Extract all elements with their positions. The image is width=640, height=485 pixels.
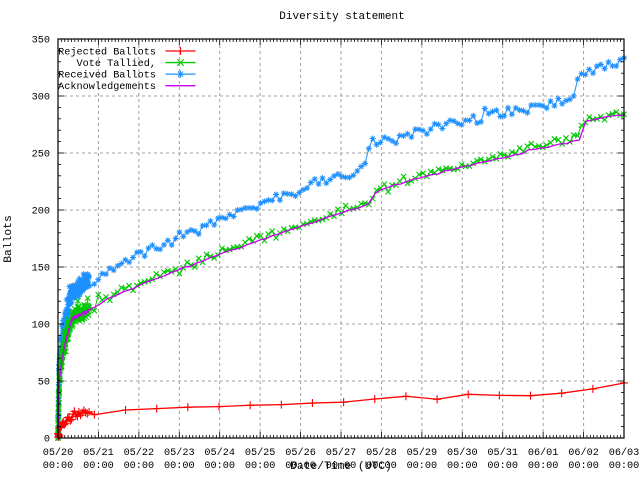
svg-text:00:00: 00:00	[487, 461, 518, 472]
svg-text:Received Ballots: Received Ballots	[58, 69, 156, 81]
svg-text:Date/Time (UTC): Date/Time (UTC)	[290, 461, 392, 473]
svg-text:350: 350	[32, 35, 50, 46]
svg-text:05/20: 05/20	[43, 447, 74, 459]
svg-text:05/21: 05/21	[83, 447, 114, 459]
svg-text:05/23: 05/23	[164, 447, 195, 459]
svg-text:00:00: 00:00	[568, 461, 599, 472]
svg-text:Ballots: Ballots	[3, 215, 15, 262]
svg-text:05/26: 05/26	[285, 447, 316, 459]
svg-text:05/30: 05/30	[447, 447, 478, 459]
svg-text:05/24: 05/24	[204, 447, 235, 459]
svg-text:05/28: 05/28	[366, 447, 397, 459]
svg-text:300: 300	[32, 92, 50, 103]
svg-text:06/02: 06/02	[568, 447, 599, 459]
svg-text:00:00: 00:00	[528, 461, 559, 472]
svg-text:250: 250	[32, 149, 50, 160]
svg-text:00:00: 00:00	[204, 461, 235, 472]
svg-text:05/29: 05/29	[407, 447, 438, 459]
svg-text:00:00: 00:00	[83, 461, 114, 472]
svg-text:05/25: 05/25	[245, 447, 276, 459]
svg-text:Diversity statement: Diversity statement	[279, 11, 404, 23]
svg-text:00:00: 00:00	[245, 461, 276, 472]
svg-text:150: 150	[32, 263, 50, 274]
svg-text:00:00: 00:00	[164, 461, 195, 472]
svg-text:06/01: 06/01	[528, 447, 559, 459]
svg-text:Acknowledgements: Acknowledgements	[58, 81, 156, 93]
svg-text:05/27: 05/27	[326, 447, 357, 459]
svg-text:Rejected Ballots: Rejected Ballots	[58, 46, 156, 58]
svg-text:06/03: 06/03	[609, 447, 640, 459]
svg-text:0: 0	[44, 434, 50, 445]
svg-text:00:00: 00:00	[447, 461, 478, 472]
svg-text:Vote Tallied,: Vote Tallied,	[77, 58, 156, 70]
svg-text:100: 100	[32, 320, 50, 331]
svg-text:05/31: 05/31	[487, 447, 518, 459]
svg-text:00:00: 00:00	[124, 461, 155, 472]
svg-text:00:00: 00:00	[609, 461, 640, 472]
svg-text:50: 50	[38, 377, 50, 388]
svg-text:00:00: 00:00	[43, 461, 74, 472]
svg-text:200: 200	[32, 206, 50, 217]
svg-text:00:00: 00:00	[407, 461, 438, 472]
svg-text:05/22: 05/22	[124, 447, 155, 459]
